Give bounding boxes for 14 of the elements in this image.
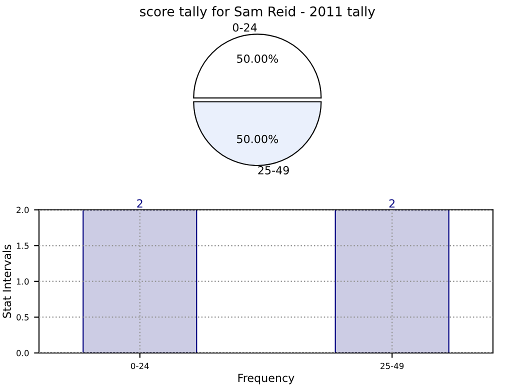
chart-title: score tally for Sam Reid - 2011 tally — [140, 6, 376, 19]
slice-label: 0-24 — [232, 23, 257, 32]
slice-label: 25-49 — [258, 166, 289, 174]
data-label: 2 — [389, 199, 394, 208]
y-axis-title: Stat Intervals — [2, 244, 12, 318]
data-label: 50.00% — [237, 54, 278, 63]
y-tick-label: 0.0 — [16, 350, 29, 356]
y-tick-label: 0.5 — [16, 314, 29, 320]
y-tick-label: 2.0 — [16, 206, 29, 214]
data-label: 2 — [137, 199, 142, 208]
y-tick-label: 1.0 — [16, 278, 29, 285]
y-tick-label: 1.5 — [16, 242, 29, 249]
x-axis-title: Frequency — [238, 374, 294, 384]
data-label: 50.00% — [237, 134, 278, 144]
